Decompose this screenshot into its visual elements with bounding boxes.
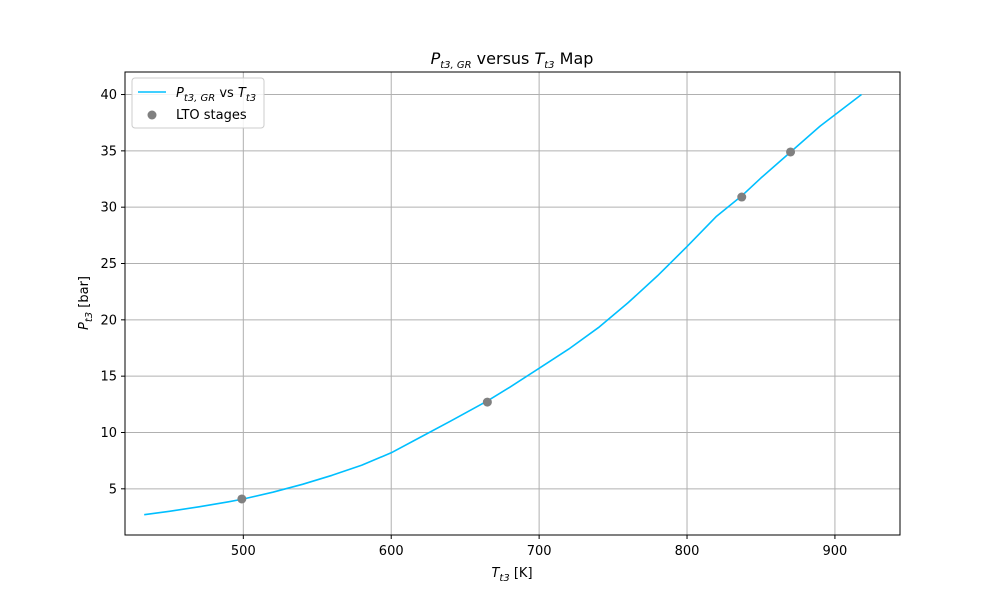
y-tick-label: 10 (100, 426, 117, 441)
x-tick-label: 800 (675, 544, 700, 559)
title-middle: versus (472, 49, 535, 68)
y-tick-label: 25 (100, 257, 117, 272)
title-p-symbol: P (431, 49, 441, 68)
title-p-subscript: t3, GR (440, 60, 471, 71)
lto-stage-point (737, 192, 747, 202)
series-line (144, 93, 862, 516)
x-tick-label: 700 (527, 544, 552, 559)
chart-title: Pt3, GR versus Tt3 Map (431, 49, 594, 71)
y-axis-label: Pt3 [bar] (77, 276, 95, 330)
y-tick-label: 30 (100, 201, 117, 216)
xlabel-unit: [K] (510, 566, 533, 581)
y-tick-label: 20 (100, 313, 117, 328)
legend-line-p-subscript: t3, GR (184, 93, 215, 104)
grid (125, 72, 900, 535)
lto-stage-point (786, 147, 796, 157)
y-tick-label: 35 (100, 144, 117, 159)
lto-stage-point (482, 397, 492, 407)
ylabel-symbol: P (77, 322, 92, 330)
title-t-symbol: T (534, 49, 545, 68)
ylabel-unit: [bar] (77, 276, 92, 312)
x-tick-label: 500 (231, 544, 256, 559)
x-tick-label: 900 (823, 544, 848, 559)
x-axis-label: Tt3 [K] (491, 566, 532, 584)
legend-frame (131, 77, 265, 129)
legend-line-t-symbol: T (238, 86, 247, 101)
x-tick-label: 600 (379, 544, 404, 559)
ylabel-subscript: t3 (84, 312, 95, 322)
plot-area (144, 93, 862, 516)
legend-entry-points: LTO stages (176, 108, 247, 123)
legend-line-p-symbol: P (176, 86, 184, 101)
y-tick-label: 15 (100, 370, 117, 385)
xlabel-symbol: T (491, 566, 500, 581)
legend-point-swatch (147, 110, 157, 120)
lto-stage-point (237, 494, 247, 504)
axes: 500 600 700 800 900 5 10 15 20 25 30 35 40 (100, 71, 901, 559)
title-t-subscript: t3 (544, 60, 554, 71)
legend-line-middle: vs (215, 86, 238, 101)
title-suffix: Map (555, 49, 594, 68)
axes-frame (124, 71, 901, 536)
legend-line-t-subscript: t3 (246, 93, 256, 104)
legend-entry-line: Pt3, GR vs Tt3 (176, 86, 256, 104)
y-tick-label: 40 (100, 88, 117, 103)
xlabel-subscript: t3 (499, 573, 509, 584)
legend: Pt3, GR vs Tt3 LTO stages (131, 77, 265, 129)
y-tick-label: 5 (109, 482, 117, 497)
